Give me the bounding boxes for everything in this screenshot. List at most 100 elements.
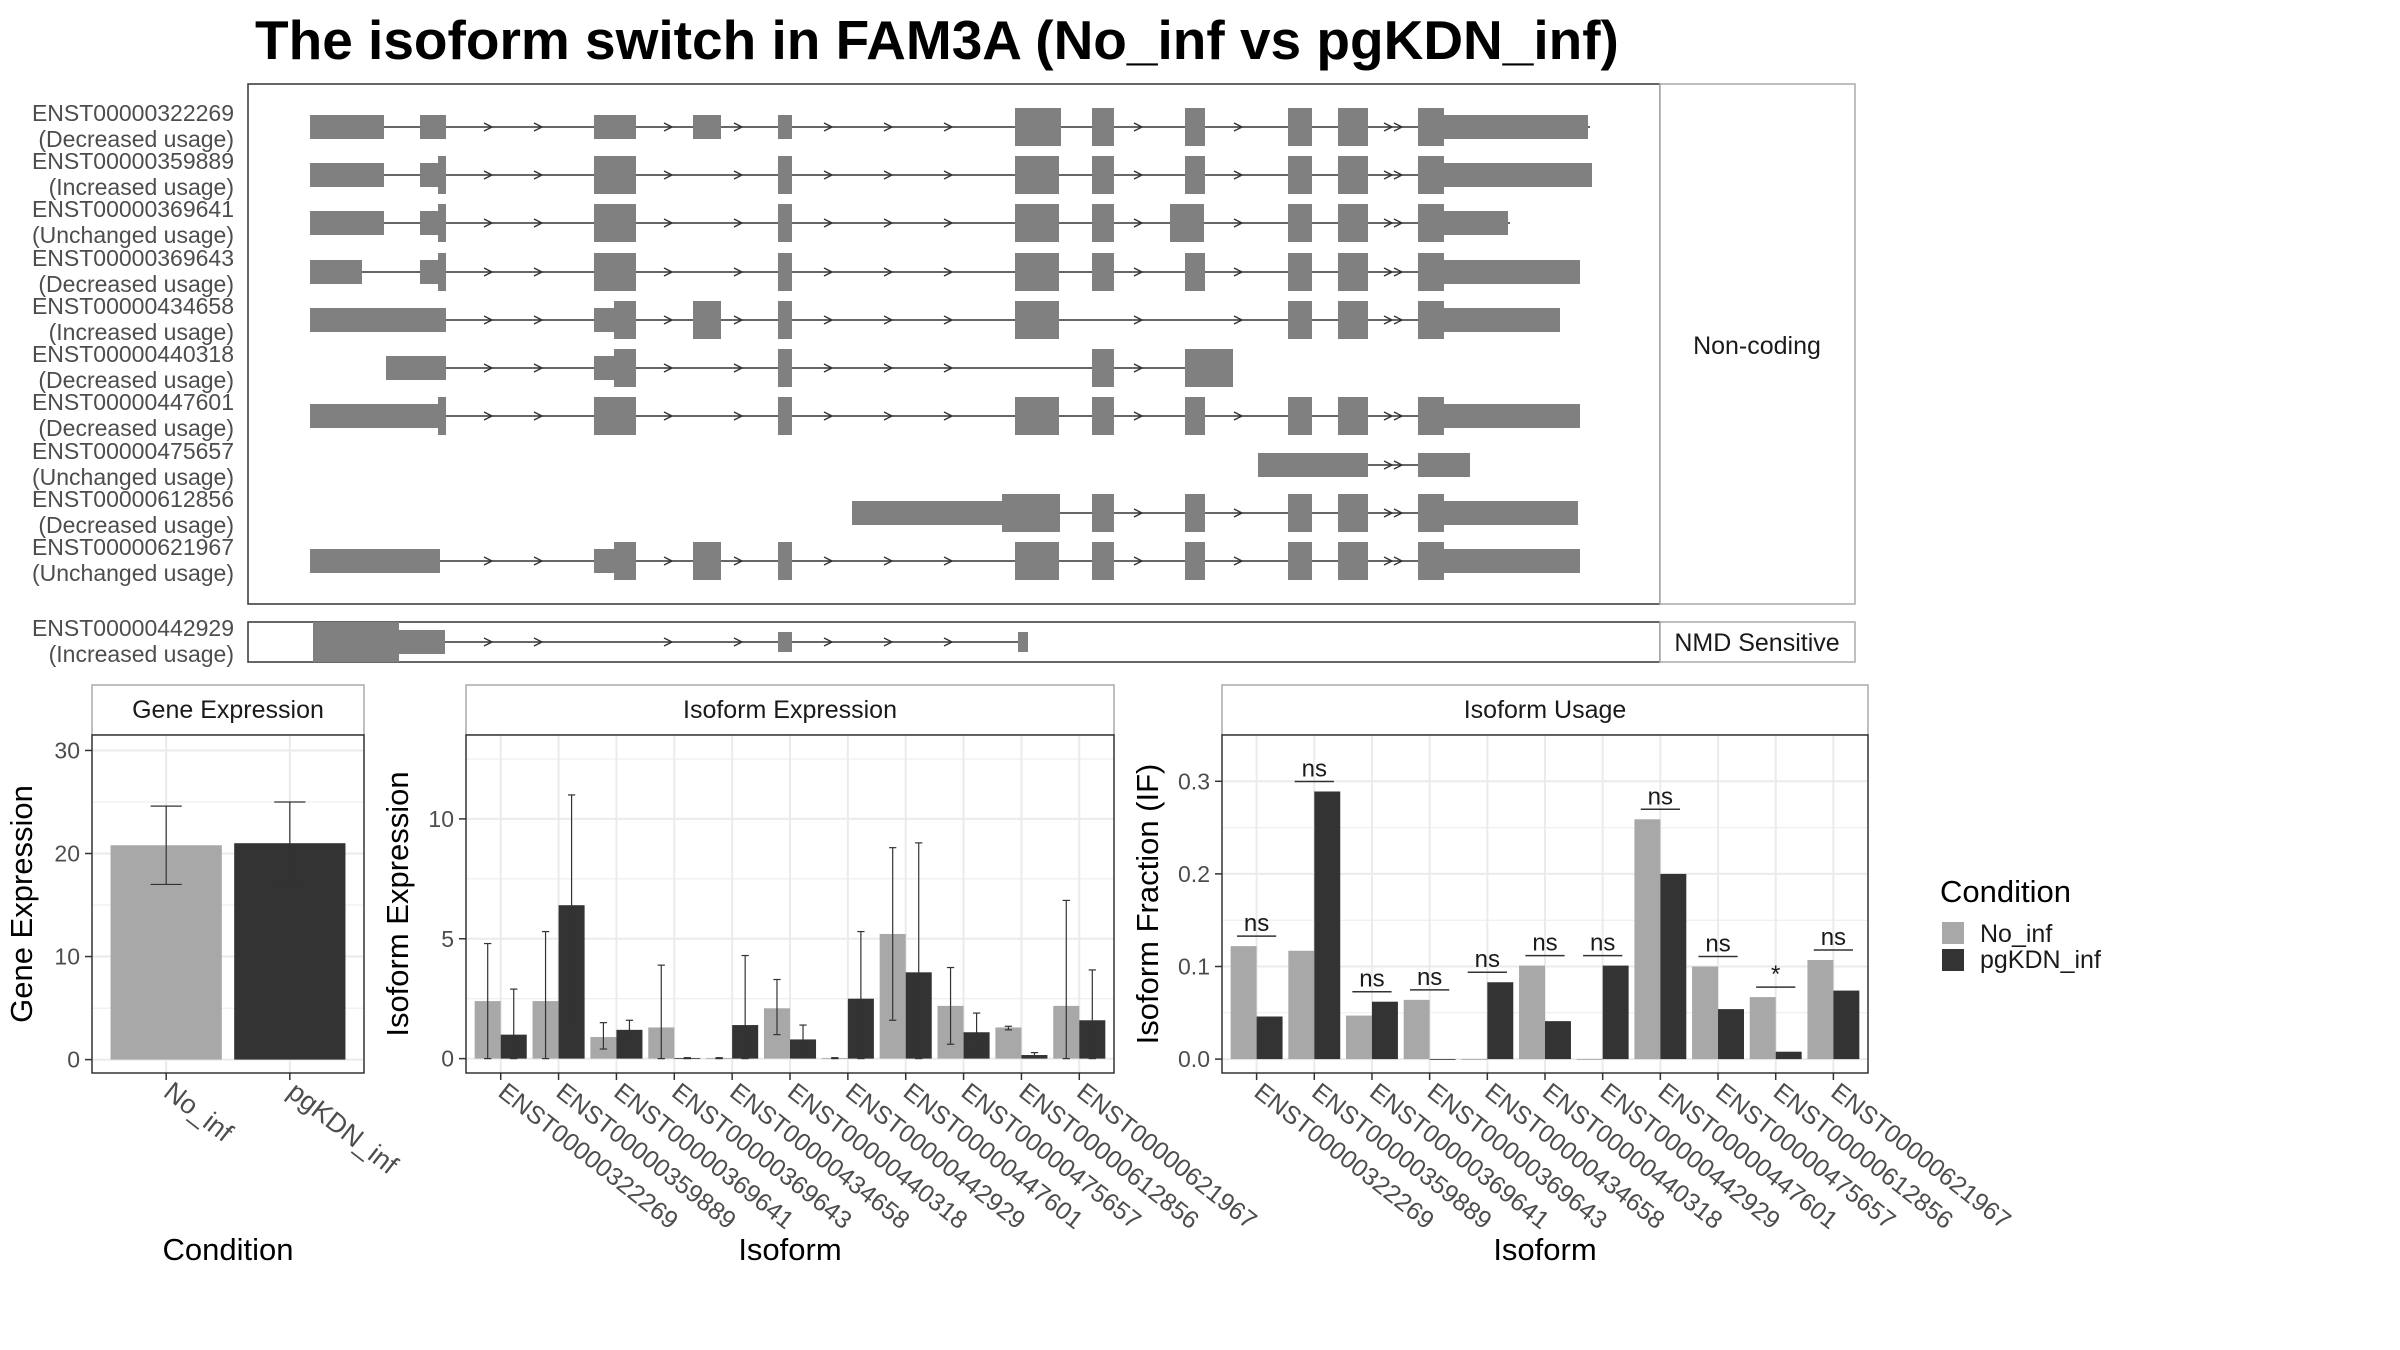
exon	[594, 115, 636, 139]
intron-arrow	[1133, 508, 1144, 518]
transcript-track	[310, 253, 1580, 291]
exon	[310, 211, 384, 235]
exon	[1185, 542, 1205, 580]
intron-arrow	[663, 556, 674, 566]
significance-label: ns	[1821, 924, 1846, 951]
legend-swatch-pgkdn-inf	[1942, 949, 1964, 971]
bar	[1230, 946, 1257, 1060]
exon	[1185, 397, 1205, 435]
exon	[386, 356, 446, 380]
intron-arrow	[483, 411, 494, 421]
intron-arrow	[943, 315, 954, 325]
transcript-usage-label: (Decreased usage)	[38, 367, 234, 393]
significance-label: ns	[1244, 910, 1269, 937]
intron-arrow	[483, 315, 494, 325]
x-axis-title: Condition	[163, 1232, 294, 1267]
exon	[1288, 301, 1312, 339]
exon	[1418, 301, 1444, 339]
intron-arrow	[1393, 556, 1404, 566]
exon	[310, 549, 440, 573]
transcript-track	[310, 108, 1590, 146]
intron-arrow	[883, 315, 894, 325]
exon	[1015, 542, 1059, 580]
exon	[1418, 253, 1444, 291]
transcript-id-label: ENST00000434658	[32, 293, 234, 319]
bar	[1403, 999, 1430, 1060]
bar	[1576, 1059, 1603, 1060]
transcript-id-label: ENST00000369641	[32, 196, 234, 222]
bar	[1775, 1051, 1802, 1060]
exon	[1418, 494, 1444, 532]
exon	[420, 163, 438, 187]
exon	[778, 253, 792, 291]
intron-arrow	[1383, 267, 1394, 277]
panel-border	[1221, 734, 1869, 1074]
intron-arrow	[1383, 460, 1394, 470]
intron-arrow	[733, 637, 744, 647]
exon	[1092, 204, 1114, 242]
exon	[1015, 204, 1059, 242]
intron-arrow	[1233, 170, 1244, 180]
intron-arrow	[883, 363, 894, 373]
intron-arrow	[483, 637, 494, 647]
significance-label: ns	[1532, 930, 1557, 957]
x-axis-title: Isoform	[738, 1232, 841, 1267]
transcript-id-label: ENST00000359889	[32, 148, 234, 174]
bar	[1429, 1059, 1456, 1060]
y-tick-label: 5	[441, 926, 454, 952]
intron-arrow	[533, 218, 544, 228]
exon	[1288, 397, 1312, 435]
bar	[1346, 1015, 1372, 1060]
exon	[778, 542, 792, 580]
bar	[1487, 982, 1514, 1060]
transcript-id-label: ENST00000322269	[32, 100, 234, 126]
exon	[438, 253, 446, 291]
legend-swatch-no-inf	[1942, 922, 1964, 944]
intron-arrow	[533, 637, 544, 647]
exon	[1338, 397, 1368, 435]
exon	[1288, 542, 1312, 580]
structure-panel-noncoding	[247, 83, 1661, 605]
intron-arrow	[1393, 460, 1404, 470]
transcript-id-label: ENST00000475657	[32, 438, 234, 464]
exon	[1018, 632, 1028, 652]
intron-arrow	[943, 363, 954, 373]
intron-arrow	[1133, 315, 1144, 325]
exon	[1015, 253, 1059, 291]
exon	[693, 301, 721, 339]
intron-arrow	[943, 411, 954, 421]
intron-arrow	[1133, 122, 1144, 132]
exon	[310, 260, 362, 284]
significance-label: *	[1771, 961, 1780, 988]
y-tick-label: 30	[54, 737, 80, 763]
intron-arrow	[483, 556, 494, 566]
intron-arrow	[883, 267, 894, 277]
exon	[1444, 501, 1578, 525]
exon	[1444, 115, 1588, 139]
exon	[1418, 397, 1444, 435]
intron-arrow	[533, 315, 544, 325]
transcript-id-label: ENST00000612856	[32, 486, 234, 512]
exon	[1092, 542, 1114, 580]
transcript-track	[386, 349, 1233, 387]
x-tick-label: pgKDN_inf	[282, 1076, 404, 1180]
intron-arrow	[663, 315, 674, 325]
bar	[1807, 960, 1834, 1060]
intron-arrow	[943, 637, 954, 647]
bar	[1692, 966, 1719, 1060]
facet-label-noncoding: Non-coding	[1693, 332, 1821, 360]
exon	[1015, 397, 1059, 435]
exon	[778, 632, 792, 652]
exon	[1015, 301, 1059, 339]
intron-arrow	[663, 122, 674, 132]
exon	[1185, 494, 1205, 532]
intron-arrow	[663, 170, 674, 180]
exon	[614, 301, 636, 339]
exon	[399, 630, 445, 654]
bar	[1256, 1016, 1283, 1060]
exon	[778, 349, 792, 387]
significance-label: ns	[1359, 966, 1384, 993]
intron-arrow	[823, 218, 834, 228]
exon	[1338, 494, 1368, 532]
